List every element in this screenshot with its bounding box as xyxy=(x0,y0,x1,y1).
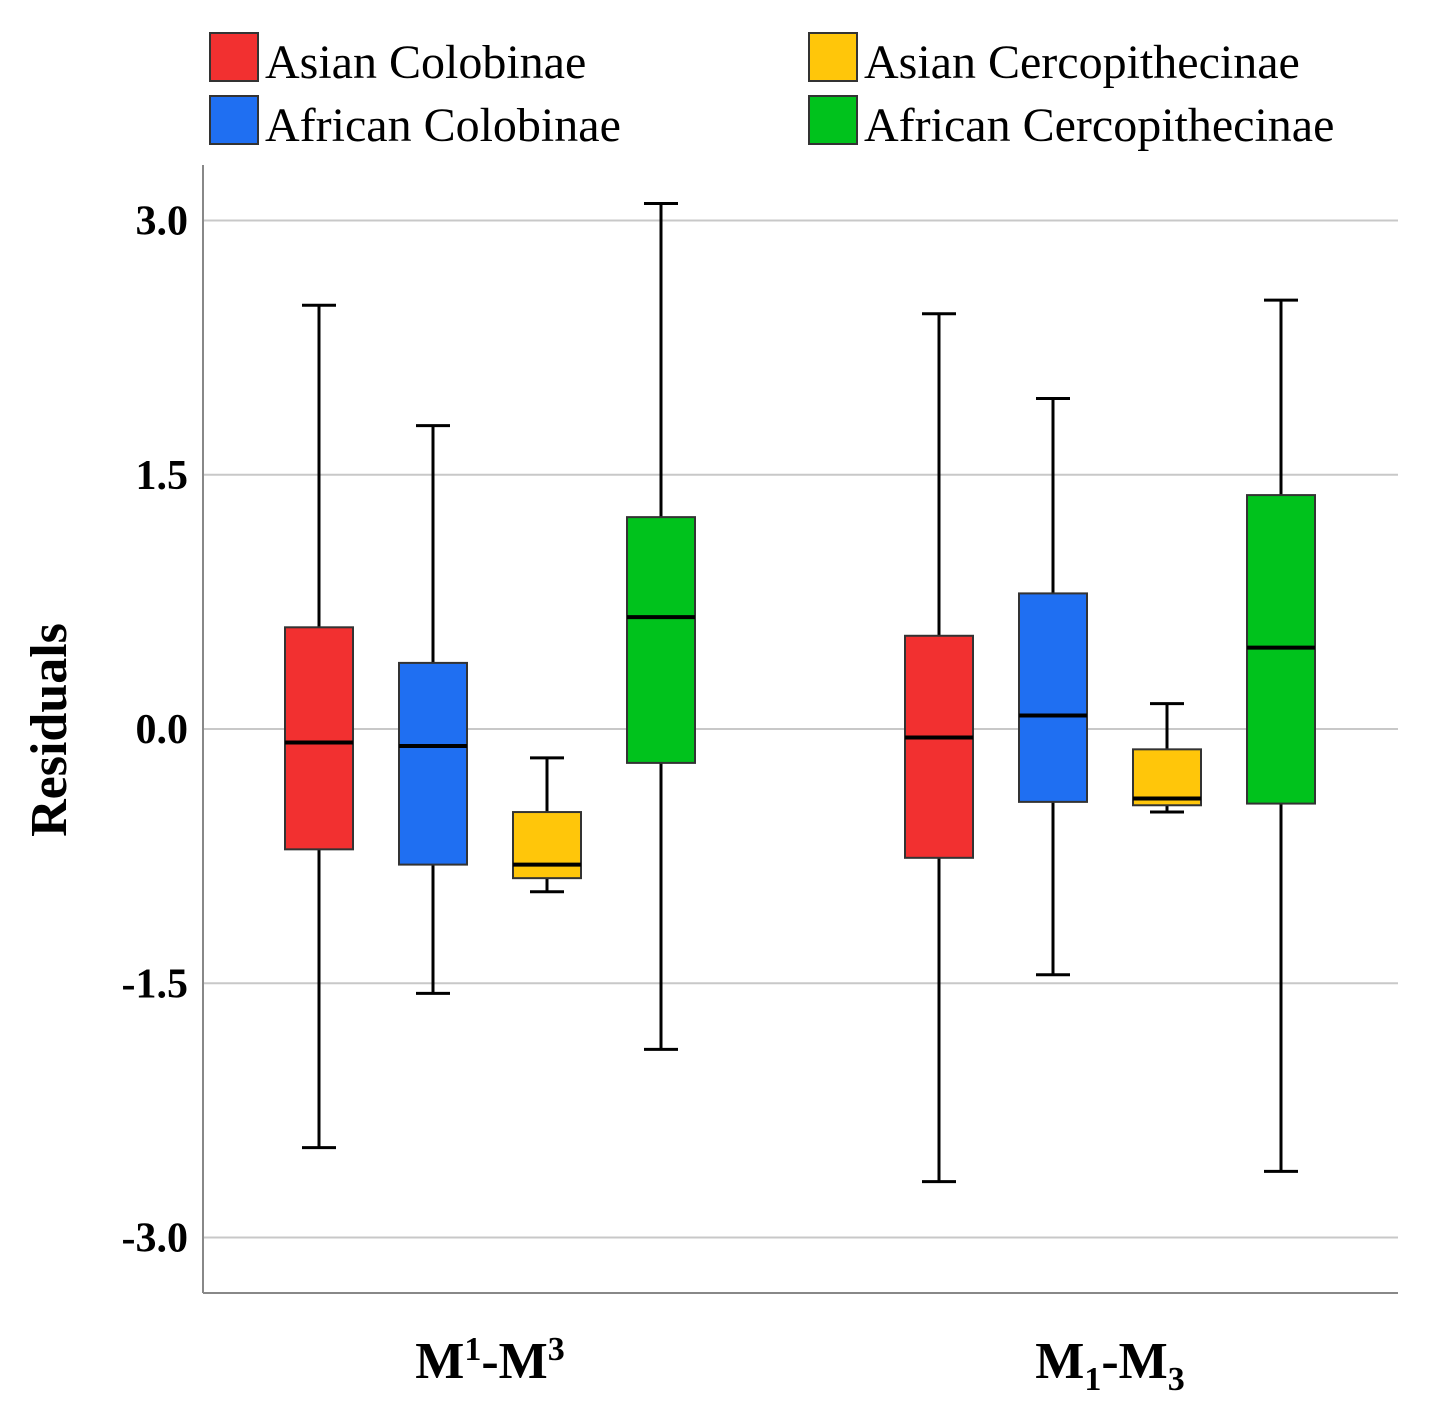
legend-swatch xyxy=(209,32,259,82)
legend-label: Asian Cercopithecinae xyxy=(864,36,1300,89)
box-3-0 xyxy=(626,202,696,1051)
grid-layer xyxy=(203,219,1398,1239)
axis-layer: 3.0 1.5 0.0 -1.5 -3.0 M1-M3 M1-M3 xyxy=(122,165,1398,1398)
box-iqr xyxy=(398,661,468,866)
y-tick-label-2: 0.0 xyxy=(136,707,189,753)
y-tick-label-3: -1.5 xyxy=(122,961,189,1007)
y-tick-label-0: 3.0 xyxy=(136,199,189,245)
y-tick-label-4: -3.0 xyxy=(122,1216,189,1262)
box-2-1 xyxy=(1132,702,1202,814)
box-1-1 xyxy=(1018,396,1088,977)
box-iqr xyxy=(626,516,696,764)
box-0-0 xyxy=(284,303,354,1150)
x-category-label-1: M1-M3 xyxy=(1035,1333,1185,1398)
box-iqr xyxy=(1132,748,1202,807)
box-iqr xyxy=(1018,592,1088,803)
legend-item-2: Asian Cercopithecinae xyxy=(808,32,1300,89)
legend-swatch xyxy=(808,32,858,82)
box-1-0 xyxy=(398,424,468,995)
box-layer xyxy=(284,202,1316,1184)
legend-item-1: African Colobinae xyxy=(209,95,621,152)
box-0-1 xyxy=(904,312,974,1184)
legend-swatch xyxy=(808,95,858,145)
y-tick-label-1: 1.5 xyxy=(136,453,189,499)
x-category-label-0: M1-M3 xyxy=(415,1331,565,1390)
legend-item-3: African Cercopithecinae xyxy=(808,95,1334,152)
legend-swatch xyxy=(209,95,259,145)
legend-label: Asian Colobinae xyxy=(265,36,586,89)
legend-label: African Cercopithecinae xyxy=(864,99,1334,152)
y-axis-title: Residuals xyxy=(21,623,78,837)
box-iqr xyxy=(904,634,974,859)
legend: Asian Colobinae African Colobinae Asian Ce… xyxy=(209,32,1334,152)
box-2-0 xyxy=(512,756,582,894)
legend-label: African Colobinae xyxy=(265,99,621,152)
box-3-1 xyxy=(1246,298,1316,1173)
legend-item-0: Asian Colobinae xyxy=(209,32,586,89)
box-iqr xyxy=(512,811,582,880)
box-iqr xyxy=(284,626,354,851)
